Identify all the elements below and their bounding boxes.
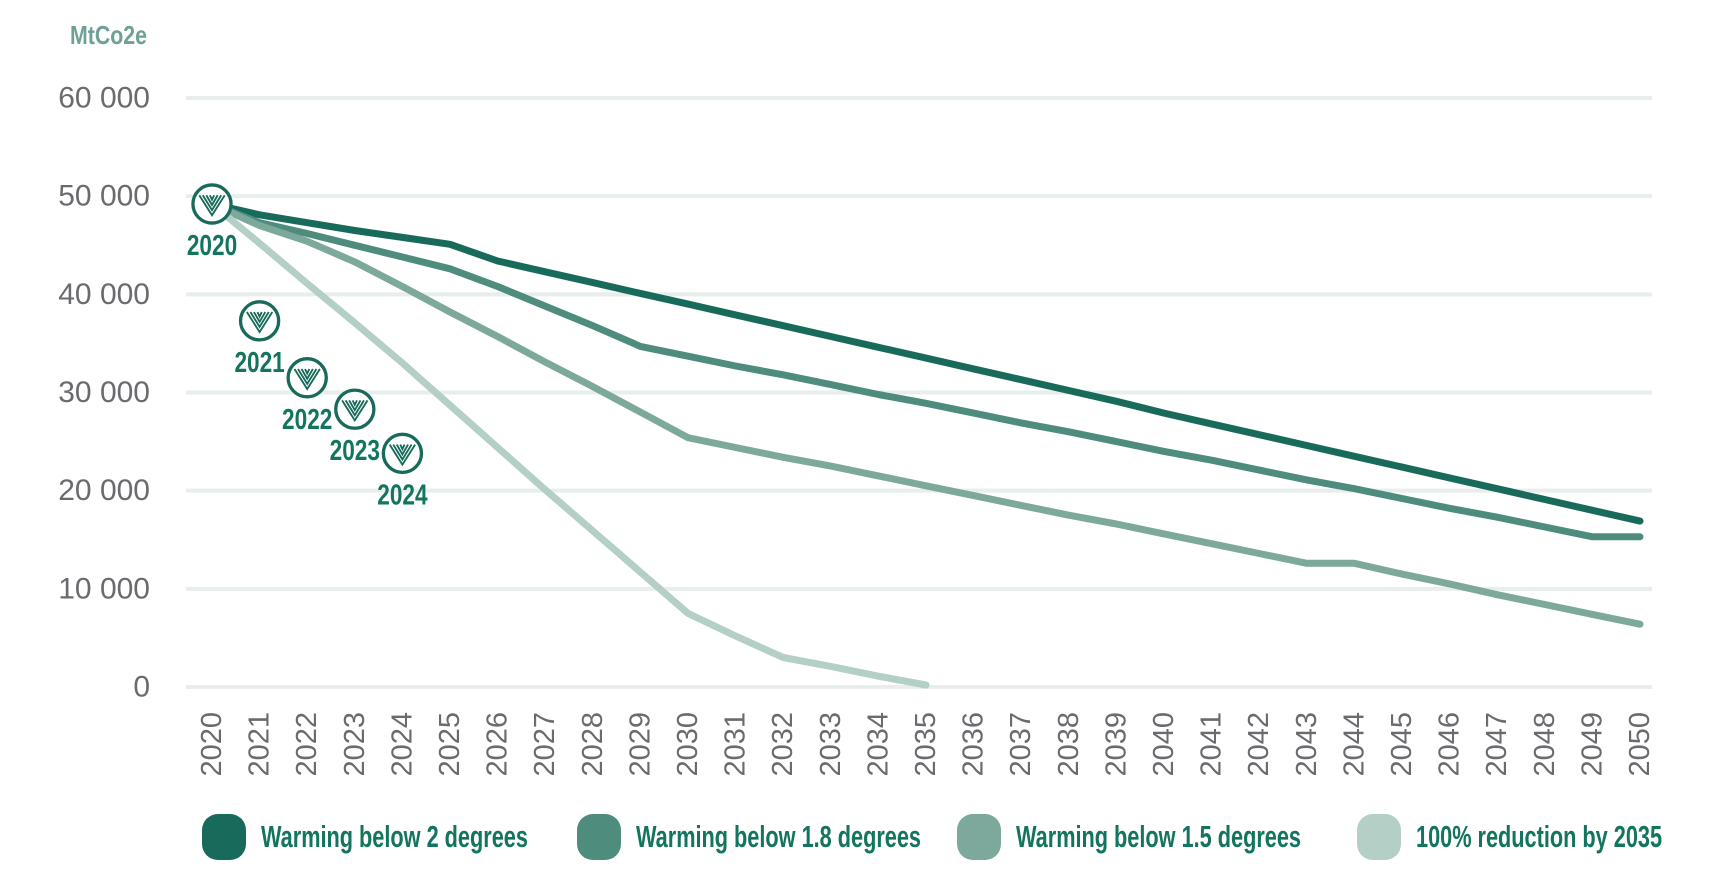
x-tick-label: 2036 xyxy=(958,712,990,777)
x-tick-label: 2038 xyxy=(1053,712,1085,777)
marker-year-label: 2024 xyxy=(377,478,428,511)
legend-swatch xyxy=(1357,814,1401,860)
x-tick-label: 2030 xyxy=(672,712,704,777)
x-tick-label: 2039 xyxy=(1100,712,1132,777)
x-tick-label: 2047 xyxy=(1481,712,1513,777)
x-tick-label: 2044 xyxy=(1338,712,1370,777)
x-tick-label: 2042 xyxy=(1243,712,1275,777)
x-tick-label: 2023 xyxy=(339,712,371,777)
x-tick-label: 2032 xyxy=(767,712,799,777)
legend-swatch xyxy=(202,814,246,860)
series-line-warming-below-2-degrees xyxy=(208,200,1644,525)
legend-item-warming-below-2-degrees: Warming below 2 degrees xyxy=(202,814,642,860)
x-tick-label: 2029 xyxy=(624,712,656,777)
y-tick-label: 20 000 xyxy=(58,474,150,507)
marker-year-label: 2023 xyxy=(330,433,380,466)
y-axis-unit-label: MtCo2e xyxy=(70,20,148,50)
x-tick-label: 2049 xyxy=(1576,712,1608,777)
y-tick-label: 30 000 xyxy=(58,376,150,409)
legend-label: Warming below 1.5 degrees xyxy=(1016,819,1301,854)
x-tick-label: 2040 xyxy=(1148,712,1180,777)
x-tick-label: 2045 xyxy=(1386,712,1418,777)
chart-plot-area: 0 10 000 20 000 30 000 40 000 50 000 60 000 202… xyxy=(58,82,1656,777)
series-line-100-reduction-by-2035 xyxy=(208,200,930,689)
x-tick-label: 2028 xyxy=(577,712,609,777)
legend-label: Warming below 1.8 degrees xyxy=(636,819,921,854)
v-logo-marker xyxy=(286,357,328,399)
y-tick-label: 60 000 xyxy=(58,82,150,115)
x-tick-label: 2035 xyxy=(910,712,942,777)
x-tick-label: 2043 xyxy=(1291,712,1323,777)
legend-item-warming-below-1point8-degrees: Warming below 1.8 degrees xyxy=(577,814,1043,860)
x-tick-label: 2031 xyxy=(720,712,752,777)
x-tick-label: 2025 xyxy=(434,712,466,777)
y-tick-label: 10 000 xyxy=(58,572,150,605)
x-tick-label: 2034 xyxy=(862,712,894,777)
v-logo-marker xyxy=(381,432,424,475)
marker-year-label: 2021 xyxy=(234,345,284,378)
v-logo-marker xyxy=(191,183,233,225)
y-tick-label: 0 xyxy=(133,671,150,704)
legend-label: Warming below 2 degrees xyxy=(261,819,528,854)
x-tick-label: 2041 xyxy=(1196,712,1228,777)
v-logo-marker xyxy=(238,300,281,342)
x-tick-label: 2024 xyxy=(386,712,418,777)
x-tick-label: 2046 xyxy=(1434,712,1466,777)
x-tick-label: 2037 xyxy=(1005,712,1037,777)
x-tick-label: 2050 xyxy=(1624,712,1656,777)
legend-swatch xyxy=(577,814,621,860)
y-tick-label: 40 000 xyxy=(58,278,150,311)
x-tick-label: 2048 xyxy=(1529,712,1561,777)
y-tick-label: 50 000 xyxy=(58,180,150,213)
legend-item-warming-below-1point5-degrees: Warming below 1.5 degrees xyxy=(957,814,1423,860)
x-tick-label: 2027 xyxy=(529,712,561,777)
x-tick-label: 2020 xyxy=(196,712,228,777)
x-tick-label: 2022 xyxy=(291,712,323,777)
legend-label: 100% reduction by 2035 xyxy=(1416,819,1663,854)
series-line-warming-below-1-5-degrees xyxy=(208,200,1644,628)
v-logo-marker xyxy=(334,388,376,430)
x-tick-label: 2021 xyxy=(244,712,276,777)
x-tick-label: 2026 xyxy=(482,712,514,777)
marker-year-label: 2022 xyxy=(282,402,332,435)
chart-legend: Warming below 2 degrees Warming below 1.… xyxy=(0,814,1719,874)
legend-swatch xyxy=(957,814,1001,860)
x-tick-label: 2033 xyxy=(815,712,847,777)
legend-item-100-percent-reduction-by-2035: 100% reduction by 2035 xyxy=(1357,814,1719,860)
marker-year-label: 2020 xyxy=(187,228,237,261)
series-line-warming-below-1-8-degrees xyxy=(208,200,1644,541)
